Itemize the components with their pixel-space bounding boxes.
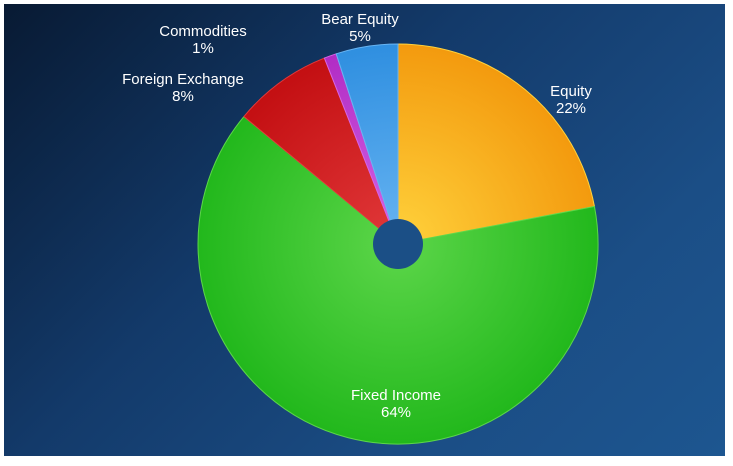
slice-equity (397, 43, 596, 245)
label-foreign-exchange: Foreign Exchange (122, 71, 244, 88)
pie-slices (197, 43, 599, 445)
value-bear-equity: 5% (349, 28, 371, 45)
label-equity: Equity (550, 83, 592, 100)
slice-fixed-income (197, 115, 599, 445)
value-equity: 22% (556, 100, 586, 117)
chart-frame: Equity 22% Fixed Income 64% Foreign Exchange… (4, 4, 725, 456)
label-commodities: Commodities (159, 23, 247, 40)
value-commodities: 1% (192, 40, 214, 57)
slice-bear-equity (335, 43, 399, 245)
value-fixed-income: 64% (381, 404, 411, 421)
value-foreign-exchange: 8% (172, 88, 194, 105)
label-bear-equity: Bear Equity (321, 11, 399, 28)
label-fixed-income: Fixed Income (351, 387, 441, 404)
slice-foreign-exchange (243, 57, 399, 245)
donut-hole (373, 219, 423, 269)
